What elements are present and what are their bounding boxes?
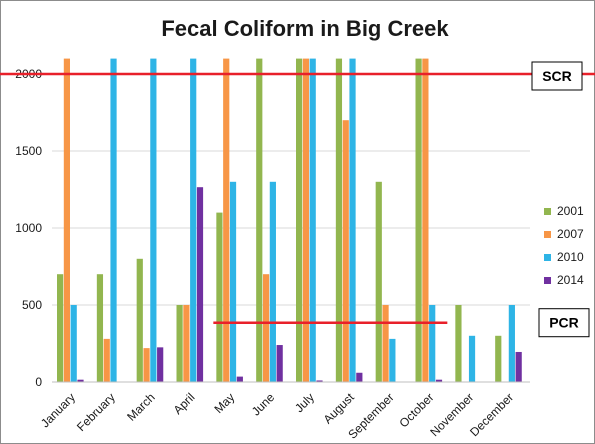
bar-2001-december <box>495 335 502 382</box>
bar-2010-march <box>150 58 157 382</box>
bar-2010-july <box>309 58 316 382</box>
legend-label-2001: 2001 <box>557 204 584 218</box>
bar-2007-april <box>183 305 190 382</box>
y-tick-label: 500 <box>22 298 42 312</box>
legend-swatch-2001 <box>544 208 551 215</box>
reference-label-scr: SCR <box>542 68 572 84</box>
bar-2007-october <box>422 58 429 382</box>
legend-label-2014: 2014 <box>557 273 584 287</box>
legend-label-2007: 2007 <box>557 227 584 241</box>
y-tick-label: 0 <box>35 375 42 389</box>
bar-2010-august <box>349 58 356 382</box>
legend: 2001 2007 2010 2014 <box>544 204 584 287</box>
bar-2007-march <box>143 348 150 382</box>
bar-2014-may <box>236 376 243 382</box>
legend-label-2010: 2010 <box>557 250 584 264</box>
legend-swatch-2007 <box>544 231 551 238</box>
bar-2007-september <box>382 305 389 382</box>
bar-2014-june <box>276 345 283 382</box>
bar-2007-july <box>302 58 309 382</box>
bar-2010-november <box>468 335 476 382</box>
chart-title: Fecal Coliform in Big Creek <box>161 16 449 41</box>
gridlines <box>52 73 530 306</box>
reference-label-pcr: PCR <box>549 315 579 331</box>
bar-2010-september <box>389 338 396 382</box>
bar-2014-august <box>356 372 363 382</box>
legend-swatch-2014 <box>544 277 551 284</box>
bar-2014-march <box>157 347 164 382</box>
x-tick-label: March <box>124 390 157 423</box>
bar-2007-january <box>63 58 70 382</box>
bar-2010-december <box>508 305 515 382</box>
bar-2014-july <box>316 380 323 382</box>
x-tick-label: January <box>38 390 78 430</box>
bar-2001-july <box>296 58 303 382</box>
x-tick-label: June <box>249 390 278 419</box>
bar-2007-february <box>103 338 110 382</box>
x-tick-label: May <box>211 390 237 416</box>
bars <box>57 58 522 382</box>
x-tick-label: December <box>467 390 516 439</box>
bar-2007-june <box>262 274 270 382</box>
bar-2001-february <box>96 274 104 382</box>
x-tick-label: February <box>74 390 118 434</box>
bar-2010-may <box>229 181 237 382</box>
y-tick-label: 1000 <box>15 221 42 235</box>
bar-2001-january <box>57 274 64 382</box>
y-tick-label: 1500 <box>15 144 42 158</box>
bar-2007-may <box>223 58 230 382</box>
bar-2010-february <box>110 58 117 382</box>
bar-2001-november <box>455 305 462 382</box>
reference-lines: SCR PCR <box>0 61 595 338</box>
bar-2014-january <box>77 379 84 382</box>
bar-2001-may <box>216 212 223 382</box>
bar-2010-october <box>429 305 436 382</box>
x-tick-label: October <box>396 390 436 430</box>
bar-2010-june <box>269 181 276 382</box>
bar-2010-april <box>190 58 197 382</box>
reference-label-box-scr <box>531 61 583 91</box>
bar-2014-december <box>515 351 522 382</box>
x-tick-label: August <box>321 390 358 427</box>
bar-2001-march <box>136 258 143 382</box>
bar-2001-april <box>176 305 183 382</box>
x-tick-label: April <box>171 390 198 417</box>
bar-2014-april <box>196 187 204 382</box>
x-tick-label: July <box>292 390 317 415</box>
bar-2014-october <box>435 379 443 382</box>
legend-swatch-2010 <box>544 254 551 261</box>
bar-2001-september <box>375 181 382 382</box>
bar-2001-august <box>335 58 343 382</box>
bar-2007-august <box>342 120 349 382</box>
reference-label-box-pcr <box>538 308 590 338</box>
bar-2001-june <box>256 58 263 382</box>
bar-2001-october <box>415 58 422 382</box>
bar-2010-january <box>70 305 77 382</box>
